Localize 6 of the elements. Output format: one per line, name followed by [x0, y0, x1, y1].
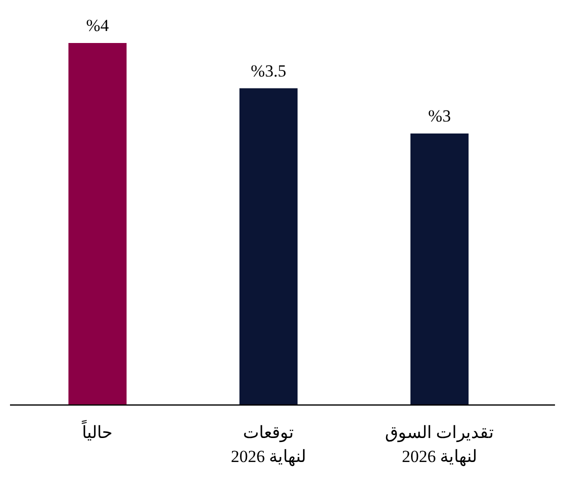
- x-tick-label: تقديرات السوق لنهاية 2026: [384, 423, 494, 467]
- data-label: %4: [86, 16, 110, 35]
- data-label: %3: [428, 106, 451, 126]
- data-label: %3.5: [250, 61, 286, 80]
- x-tick-label: توقعات لنهاية 2026: [230, 423, 306, 467]
- x-tick-label: حالياً: [81, 419, 113, 442]
